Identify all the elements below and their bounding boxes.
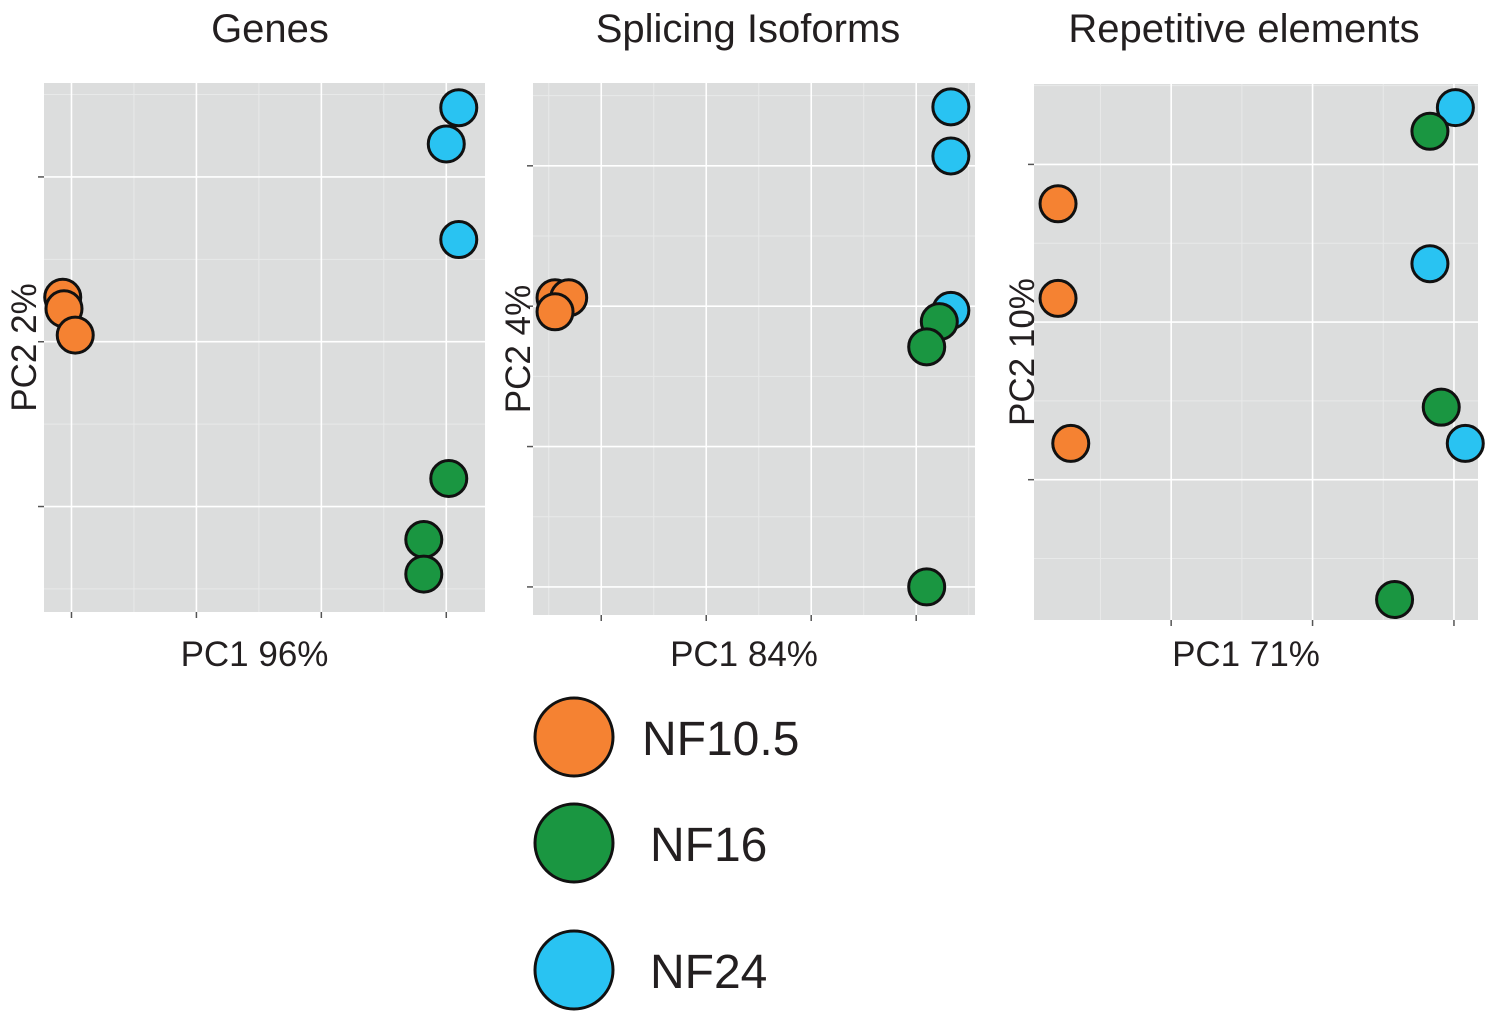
point-NF10.5 — [535, 292, 575, 332]
x-axis-label: PC1 71% — [1172, 635, 1320, 674]
panel-title: Splicing Isoforms — [596, 7, 901, 51]
panel-2: Splicing Isoforms PC1 84% PC2 4% — [499, 7, 975, 674]
point-NF24 — [931, 136, 971, 176]
x-axis-label: PC1 96% — [181, 635, 329, 674]
legend: NF10.5 NF16 NF24 — [533, 696, 799, 1011]
panel-title: Genes — [211, 7, 329, 51]
point-NF24 — [1410, 244, 1450, 284]
legend-swatch — [533, 696, 615, 778]
point-NF10.5 — [1038, 278, 1078, 318]
plot-background — [533, 83, 975, 615]
point-NF24 — [439, 88, 479, 128]
point-NF16 — [1375, 580, 1415, 620]
point-NF16 — [907, 327, 947, 367]
point-NF16 — [429, 459, 469, 499]
point-NF16 — [404, 519, 444, 559]
legend-swatch — [533, 929, 615, 1011]
point-NF10.5 — [1038, 184, 1078, 224]
point-NF10.5 — [55, 315, 95, 355]
plot-background — [1034, 84, 1478, 620]
legend-label: NF24 — [650, 946, 767, 999]
point-NF24 — [931, 87, 971, 127]
plot-background — [44, 83, 485, 612]
point-NF24 — [439, 220, 479, 260]
legend-label: NF10.5 — [642, 713, 799, 766]
x-axis-label: PC1 84% — [670, 635, 818, 674]
legend-label: NF16 — [650, 819, 767, 872]
point-NF16 — [1410, 111, 1450, 151]
point-NF16 — [1421, 387, 1461, 427]
y-axis-label: PC2 2% — [5, 283, 44, 411]
point-NF24 — [1445, 423, 1485, 463]
point-NF24 — [1435, 88, 1475, 128]
y-axis-label: PC2 10% — [1003, 278, 1042, 426]
panel-title: Repetitive elements — [1068, 7, 1419, 51]
legend-swatch — [533, 802, 615, 884]
panel-1: Genes PC1 96% PC2 2% — [5, 7, 485, 674]
point-NF16 — [907, 567, 947, 607]
point-NF24 — [426, 124, 466, 164]
point-NF16 — [404, 554, 444, 594]
point-NF10.5 — [1051, 423, 1091, 463]
panel-3: Repetitive elements PC1 71% PC2 10% — [1003, 7, 1485, 674]
y-axis-label: PC2 4% — [499, 285, 538, 413]
